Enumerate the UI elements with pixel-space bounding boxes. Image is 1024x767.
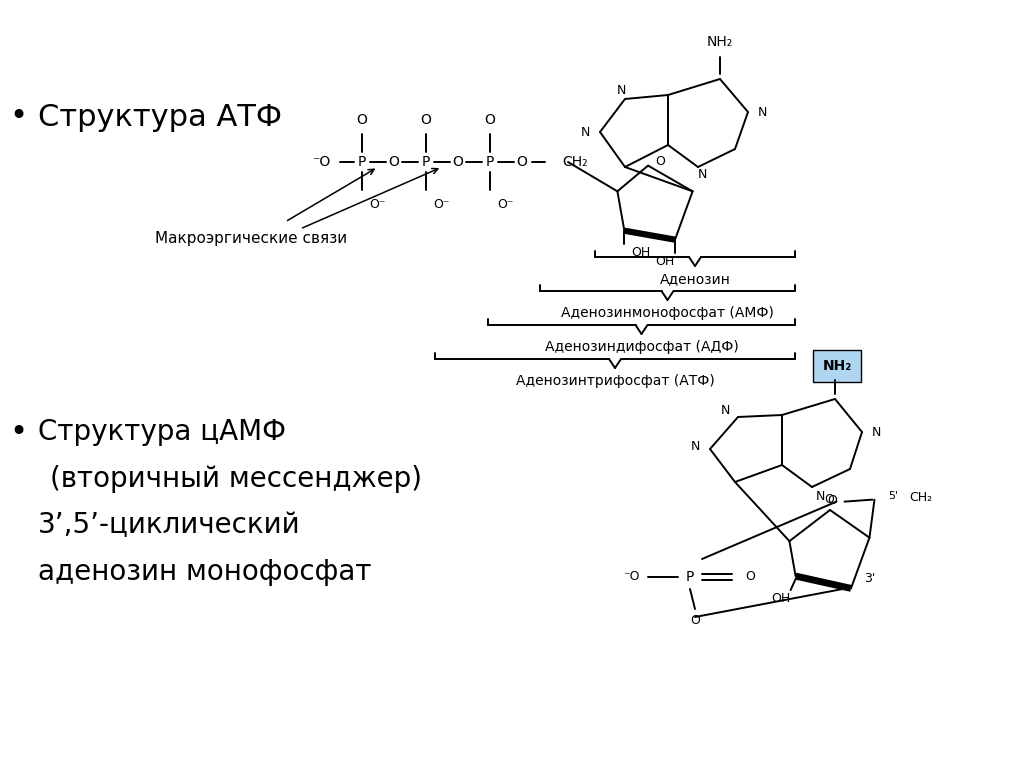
Text: N: N	[721, 404, 730, 417]
Text: ⁻O: ⁻O	[311, 155, 330, 169]
Text: O: O	[388, 155, 399, 169]
Text: P: P	[485, 155, 495, 169]
Text: аденозин монофосфат: аденозин монофосфат	[38, 558, 372, 586]
Text: (вторичный мессенджер): (вторичный мессенджер)	[50, 465, 422, 493]
Text: N: N	[872, 426, 882, 439]
Text: N: N	[758, 106, 767, 118]
Text: NH₂: NH₂	[822, 359, 852, 373]
Text: O: O	[655, 155, 665, 168]
Text: O: O	[824, 493, 835, 506]
Text: 3': 3'	[864, 572, 876, 585]
Text: N: N	[616, 84, 626, 97]
Text: Структура цАМФ: Структура цАМФ	[38, 418, 286, 446]
Text: 3’,5’-циклический: 3’,5’-циклический	[38, 511, 301, 539]
Text: CH₂: CH₂	[909, 491, 933, 504]
Text: O: O	[484, 113, 496, 127]
Text: ⁻O: ⁻O	[624, 571, 640, 584]
Text: P: P	[422, 155, 430, 169]
Text: P: P	[357, 155, 367, 169]
Text: Аденозиндифосфат (АДФ): Аденозиндифосфат (АДФ)	[545, 340, 738, 354]
Text: O: O	[745, 571, 755, 584]
Text: Аденозин: Аденозин	[659, 272, 730, 286]
Text: N: N	[690, 440, 700, 453]
Text: OH: OH	[655, 255, 675, 268]
Text: OH: OH	[771, 591, 791, 604]
Text: OH: OH	[632, 246, 650, 259]
Text: Аденозинтрифосфат (АТФ): Аденозинтрифосфат (АТФ)	[516, 374, 715, 388]
Text: O: O	[690, 614, 700, 627]
Text: 5': 5'	[889, 491, 899, 501]
Text: O: O	[827, 493, 837, 506]
Text: N: N	[581, 126, 590, 139]
Text: O: O	[453, 155, 464, 169]
Text: CH₂: CH₂	[562, 155, 588, 169]
Text: •: •	[9, 103, 27, 131]
Text: NH₂: NH₂	[707, 35, 733, 49]
Text: Аденозинмонофосфат (АМФ): Аденозинмонофосфат (АМФ)	[561, 306, 774, 320]
Text: Макроэргические связи: Макроэргические связи	[155, 232, 347, 246]
Text: Структура АТФ: Структура АТФ	[38, 103, 282, 131]
Text: O: O	[516, 155, 527, 169]
Text: O⁻: O⁻	[497, 197, 513, 210]
Text: O⁻: O⁻	[433, 197, 450, 210]
Text: N: N	[816, 489, 825, 502]
FancyBboxPatch shape	[813, 350, 861, 382]
Text: N: N	[697, 169, 707, 182]
Text: O: O	[356, 113, 368, 127]
Text: P: P	[686, 570, 694, 584]
Text: O: O	[421, 113, 431, 127]
Text: O⁻: O⁻	[369, 197, 385, 210]
Text: •: •	[9, 417, 27, 446]
